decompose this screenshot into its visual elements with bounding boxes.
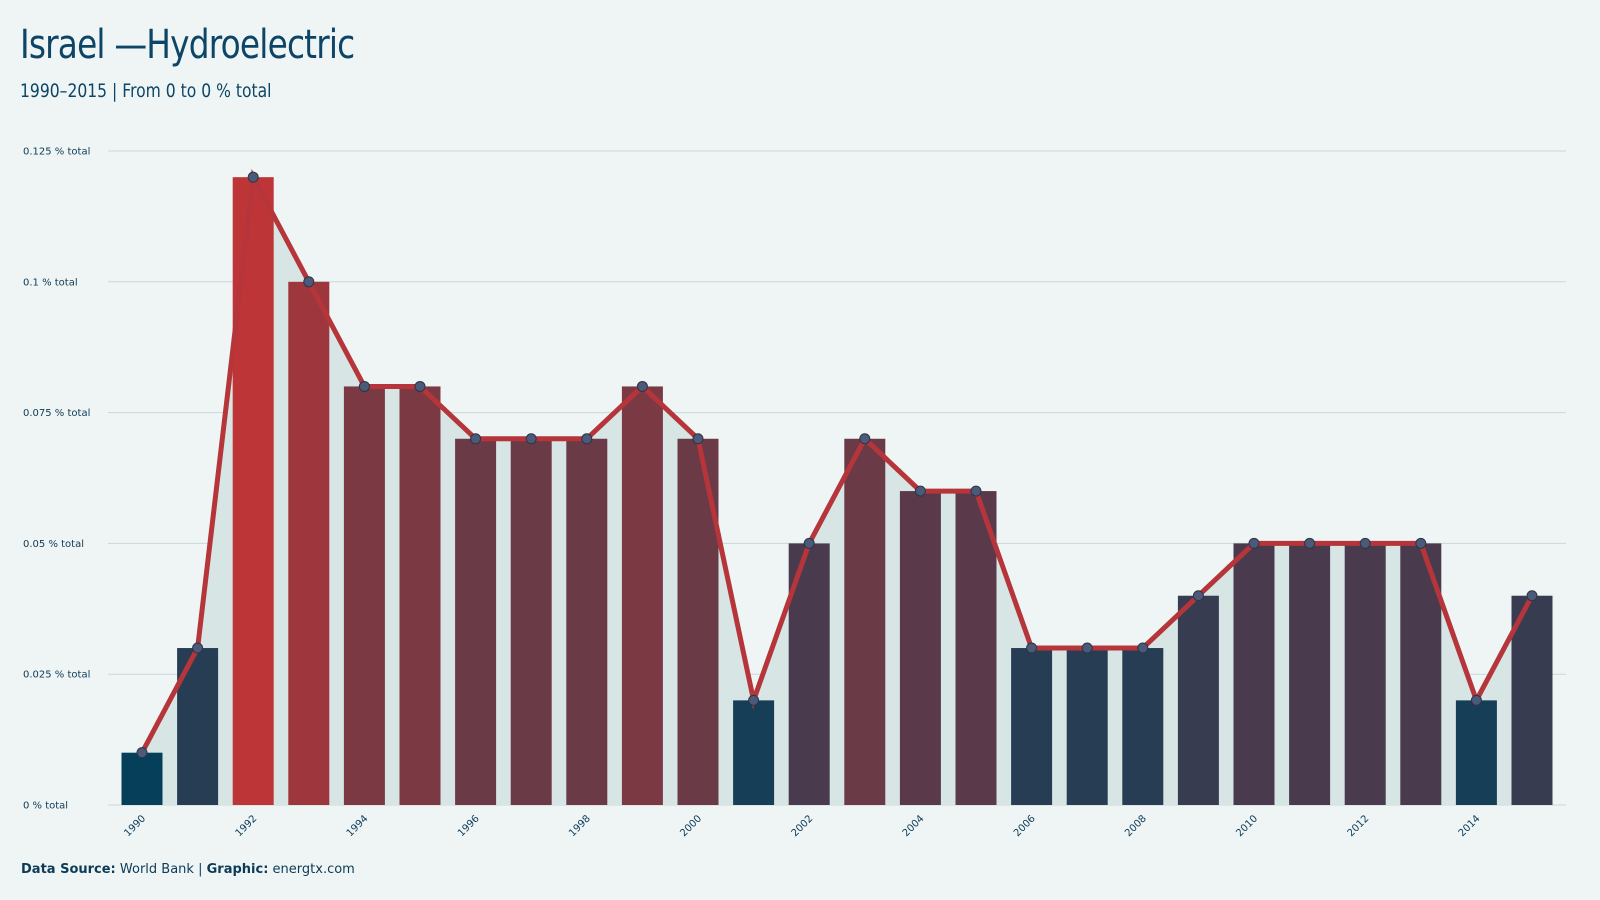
data-point-marker [1137,642,1149,654]
data-point-marker [581,433,593,445]
x-tick-label: 2002 [790,813,816,839]
bar [1122,648,1164,805]
x-axis-ticks: 1990 1992 1994 1996 1998 2000 2002 2004 2006 2008… [122,813,1482,839]
x-tick-label: 2008 [1123,813,1149,839]
x-tick-label: 2006 [1012,813,1038,839]
data-point-marker [1359,537,1371,549]
x-tick-label: 1992 [234,813,260,839]
series-line [139,168,1535,754]
source-label: Data Source: [21,862,116,877]
bar [621,386,663,805]
data-point-marker [748,694,760,706]
bar [899,491,941,805]
bar [1066,648,1108,805]
bar [1511,595,1553,805]
graphic-value: energtx.com [272,862,355,877]
bar [1344,543,1386,805]
x-tick-label: 2000 [678,813,704,839]
x-tick-label: 1990 [122,813,148,839]
data-point-marker [414,380,426,392]
x-tick-label: 1998 [567,813,593,839]
data-point-marker [303,276,315,288]
bar [733,700,775,805]
data-point-marker [1192,590,1204,602]
bar [1177,595,1219,805]
data-point-marker [1415,537,1427,549]
data-point-marker [192,642,204,654]
bar [1011,648,1053,805]
y-tick-label: 0.075 % total [23,408,90,419]
data-point-marker [136,747,148,759]
x-tick-label: 2004 [901,813,927,839]
bar [955,491,997,805]
x-tick-label: 2012 [1346,813,1372,839]
x-tick-label: 1994 [345,813,371,839]
data-point-marker [358,380,370,392]
bar [1289,543,1331,805]
x-tick-label: 1996 [456,813,482,839]
data-point-marker [636,380,648,392]
data-point-marker [525,433,537,445]
y-axis-ticks: 0 % total 0.025 % total 0.05 % total 0.075 … [23,147,90,812]
bar [844,438,886,805]
bar [455,438,497,805]
footer-credits: Data Source: World Bank | Graphic: energ… [21,862,355,877]
bar [510,438,552,805]
y-tick-label: 0.125 % total [23,147,90,158]
data-point-marker [859,433,871,445]
x-tick-label: 2014 [1457,813,1483,839]
chart-title: Israel —Hydroelectric [20,22,355,68]
data-point-marker [470,433,482,445]
footer-separator: | [198,862,203,877]
markers [136,171,1538,759]
series-polyline [139,168,1535,754]
y-tick-label: 0.025 % total [23,670,90,681]
bar [566,438,608,805]
data-point-marker [803,537,815,549]
y-tick-label: 0 % total [23,801,68,812]
y-tick-label: 0.05 % total [23,539,84,550]
graphic-label: Graphic: [206,862,269,877]
bar [288,281,330,805]
chart-subtitle: 1990–2015 | From 0 to 0 % total [20,80,272,102]
bar [232,177,274,805]
bar [399,386,441,805]
bar [1455,700,1497,805]
data-point-marker [1304,537,1316,549]
bar [1233,543,1275,805]
x-tick-label: 2010 [1234,813,1260,839]
data-point-marker [247,171,259,183]
data-point-marker [1526,590,1538,602]
data-point-marker [692,433,704,445]
data-point-marker [914,485,926,497]
data-point-marker [1026,642,1038,654]
data-point-marker [970,485,982,497]
bar [343,386,385,805]
bar [121,752,163,805]
data-point-marker [1081,642,1093,654]
y-tick-label: 0.1 % total [23,277,78,288]
source-value: World Bank [119,862,194,877]
bar [677,438,719,805]
data-point-marker [1470,694,1482,706]
data-point-marker [1248,537,1260,549]
